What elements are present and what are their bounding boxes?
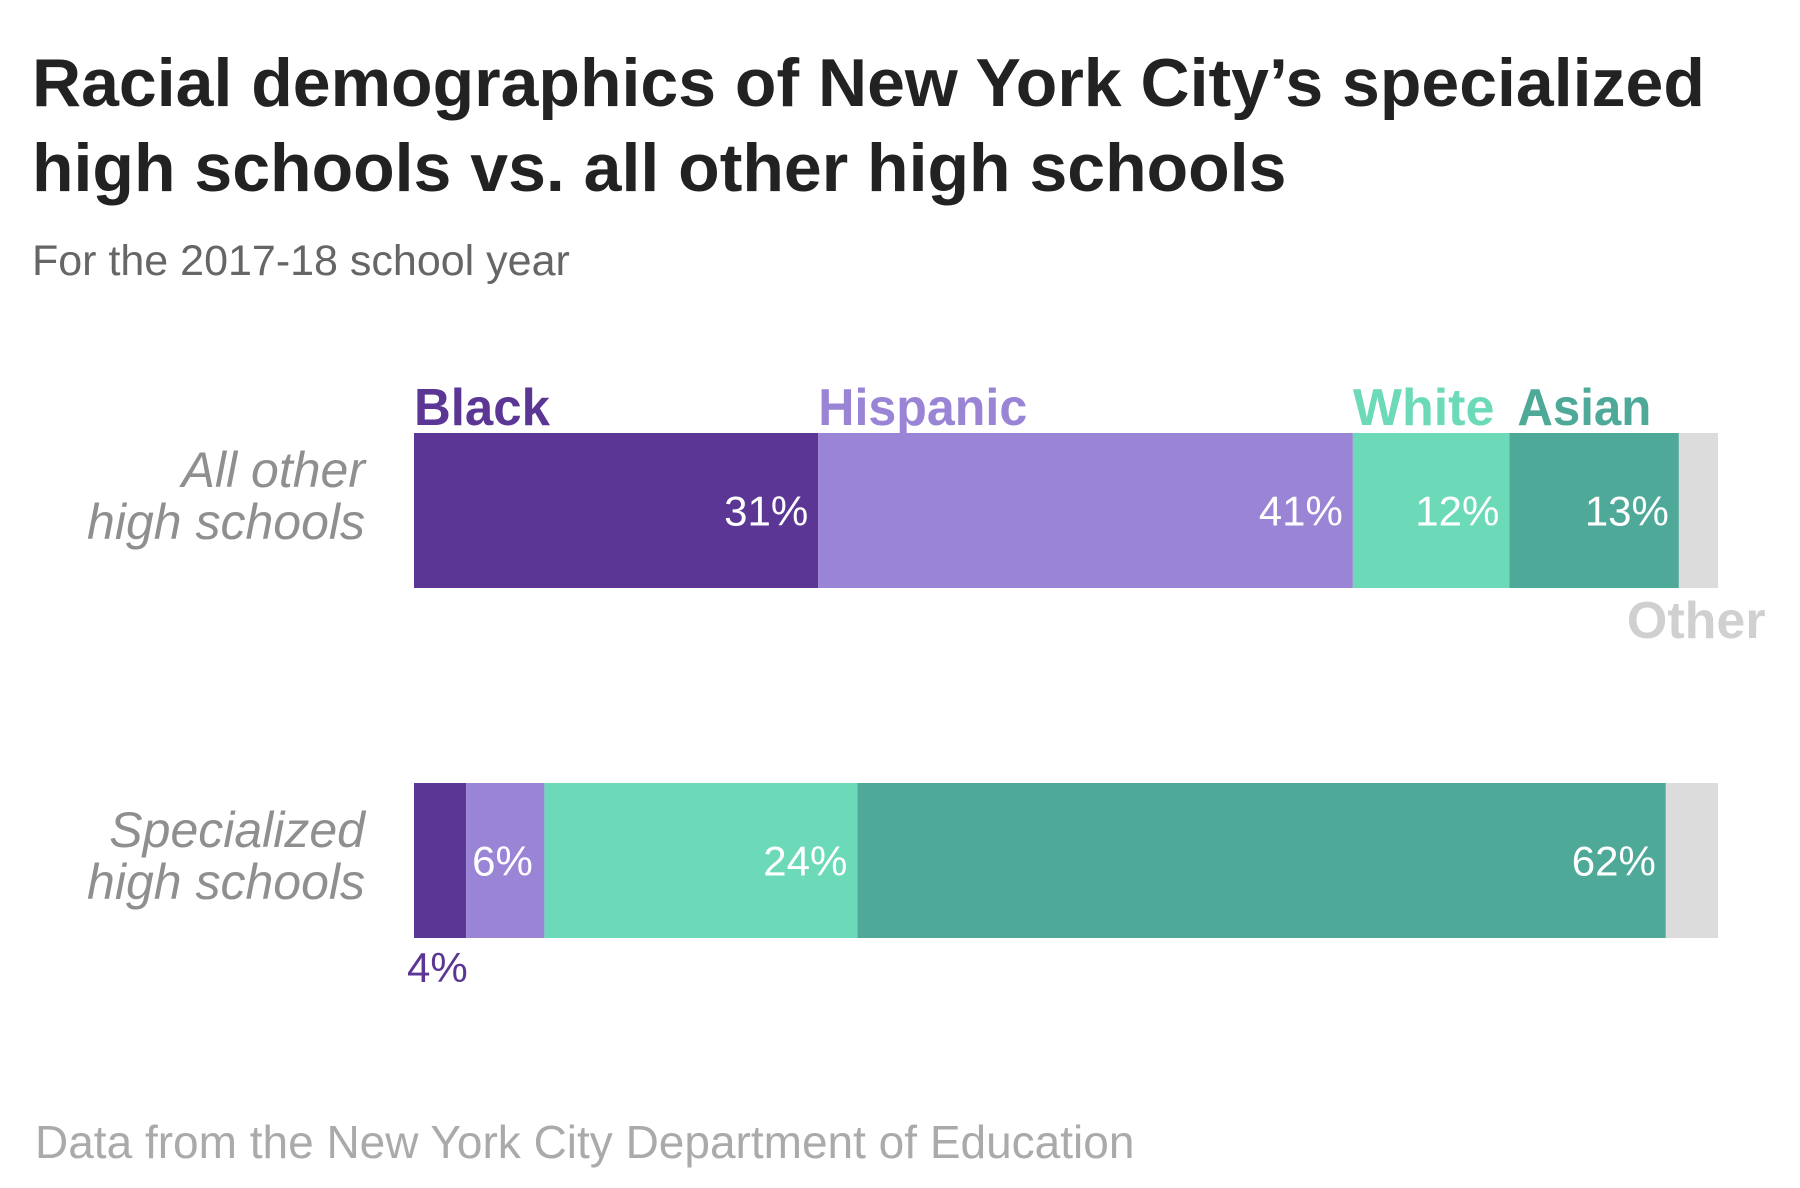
value-label-all-other-high-schools-black: 31% bbox=[724, 488, 808, 535]
bar-all-other-high-schools-asian bbox=[1509, 433, 1679, 588]
bar-all-other-high-schools-hispanic bbox=[818, 433, 1353, 588]
bar-specialized-high-schools-other bbox=[1665, 783, 1718, 938]
labels-group: 31% 41% 12% 13% 4% 6% 24% 62% Black Hispanic White… bbox=[407, 378, 1766, 991]
row-labels: All other high schools Specialized high … bbox=[87, 442, 367, 910]
bar-specialized-high-schools-white bbox=[544, 783, 858, 938]
bar-all-other-high-schools-other bbox=[1678, 433, 1718, 588]
value-label-specialized-high-schools-asian: 62% bbox=[1572, 838, 1656, 885]
bar-specialized-high-schools-asian bbox=[857, 783, 1666, 938]
row-label-specialized-line-2: high schools bbox=[87, 854, 365, 910]
bar-specialized-high-schools-black bbox=[414, 783, 467, 938]
legend-label-other: Other bbox=[1627, 592, 1766, 650]
chart-title-line-2: high schools vs. all other high schools bbox=[32, 130, 1287, 206]
value-label-all-other-high-schools-asian: 13% bbox=[1585, 488, 1669, 535]
value-label-specialized-high-schools-hispanic: 6% bbox=[472, 838, 533, 885]
legend-label-black: Black bbox=[414, 378, 550, 437]
legend-label-white: White bbox=[1353, 379, 1495, 437]
legend-label-asian: Asian bbox=[1517, 378, 1651, 437]
value-label-specialized-high-schools-white: 24% bbox=[763, 838, 847, 885]
bar-specialized-high-schools-hispanic bbox=[466, 783, 545, 938]
chart-title-line-1: Racial demographics of New York City’s s… bbox=[32, 45, 1705, 121]
value-label-all-other-high-schools-hispanic: 41% bbox=[1259, 488, 1343, 535]
bars-group bbox=[414, 433, 1718, 938]
bar-all-other-high-schools-black bbox=[414, 433, 819, 588]
source-note: Data from the New York City Department o… bbox=[35, 1116, 1135, 1168]
row-label-specialized-line-1: Specialized bbox=[109, 802, 367, 858]
legend-label-hispanic: Hispanic bbox=[818, 378, 1027, 436]
row-label-all-other-line-1: All other bbox=[179, 442, 368, 498]
chart-subtitle: For the 2017-18 school year bbox=[32, 237, 570, 285]
value-label-specialized-high-schools-black: 4% bbox=[407, 944, 468, 991]
row-label-all-other-line-2: high schools bbox=[87, 494, 365, 550]
bar-all-other-high-schools-white bbox=[1352, 433, 1510, 588]
value-label-all-other-high-schools-white: 12% bbox=[1415, 488, 1499, 535]
